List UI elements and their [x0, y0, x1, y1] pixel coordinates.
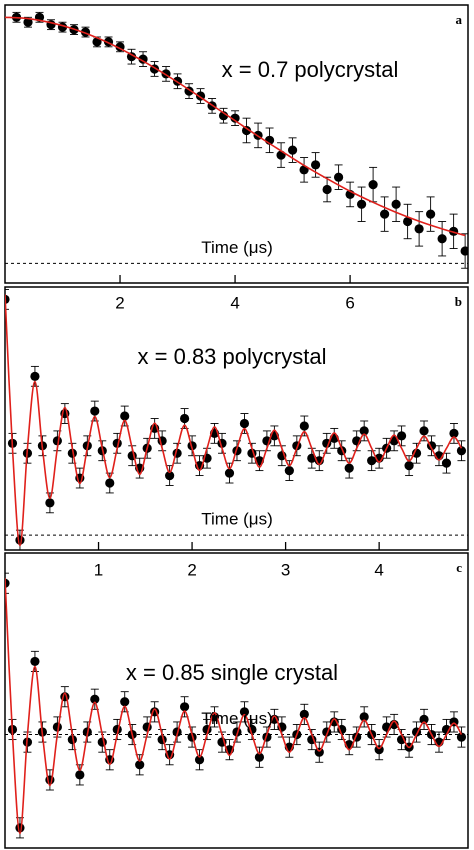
- data-point: [287, 145, 298, 155]
- data-point: [45, 498, 55, 508]
- data-point: [52, 436, 62, 446]
- data-point: [194, 755, 205, 765]
- data-point: [239, 418, 250, 429]
- data-point: [441, 458, 452, 468]
- data-point: [241, 125, 252, 136]
- data-point: [460, 246, 468, 256]
- data-point: [30, 656, 40, 667]
- data-point: [322, 184, 332, 195]
- plot-frame: [4, 286, 469, 551]
- data-point: [344, 463, 354, 473]
- data-point: [419, 714, 429, 725]
- data-point: [437, 234, 447, 244]
- error-bar: [5, 289, 9, 310]
- data-point: [380, 209, 390, 219]
- data-point: [30, 371, 40, 381]
- data-point: [359, 712, 369, 722]
- data-point: [269, 714, 279, 725]
- x-axis-label: Time (μs): [201, 709, 273, 728]
- plot-frame: [4, 552, 469, 849]
- data-point: [367, 456, 377, 466]
- data-point: [15, 823, 25, 833]
- annotation: x = 0.85 single crystal: [126, 660, 338, 685]
- data-point: [67, 448, 77, 458]
- x-tick-label: 1: [94, 560, 103, 579]
- fit-line: [5, 578, 463, 835]
- data-point: [456, 446, 467, 456]
- data-point: [135, 760, 145, 770]
- data-point: [419, 426, 429, 436]
- fit-line: [5, 294, 463, 547]
- data-point: [411, 448, 422, 458]
- x-tick-label: 2: [115, 293, 124, 312]
- data-point: [284, 466, 294, 476]
- data-point: [90, 406, 100, 416]
- data-point: [67, 734, 77, 745]
- data-point: [120, 697, 130, 707]
- annotation: x = 0.7 polycrystal: [222, 57, 399, 82]
- x-tick-label: 3: [281, 560, 290, 579]
- panel-letter: c: [456, 560, 462, 575]
- data-point: [105, 478, 115, 488]
- x-tick-label: 4: [230, 293, 239, 312]
- data-point: [138, 54, 148, 64]
- annotation: x = 0.83 polycrystal: [138, 344, 327, 369]
- data-point: [5, 578, 10, 588]
- data-point: [426, 209, 436, 219]
- data-point: [120, 411, 130, 421]
- data-point: [179, 413, 190, 424]
- data-point: [414, 224, 424, 234]
- x-tick-label: 6: [345, 293, 354, 312]
- data-point: [276, 150, 286, 160]
- data-point: [310, 160, 321, 170]
- data-point: [449, 428, 459, 438]
- data-point: [165, 470, 175, 481]
- x-axis-label: Time (μs): [201, 510, 273, 529]
- x-tick-label: 2: [187, 560, 196, 579]
- data-point: [329, 717, 339, 727]
- data-point: [299, 421, 309, 431]
- data-point: [333, 172, 344, 182]
- data-point: [52, 722, 62, 732]
- data-point: [359, 426, 369, 436]
- data-point: [239, 707, 250, 717]
- data-point: [218, 111, 229, 121]
- data-point: [179, 702, 190, 712]
- data-point: [15, 535, 25, 545]
- data-point: [403, 216, 413, 227]
- data-point: [299, 709, 309, 719]
- data-point: [209, 712, 220, 722]
- data-point: [92, 37, 102, 47]
- data-point: [391, 199, 401, 209]
- data-point: [404, 461, 414, 471]
- data-point: [456, 732, 467, 742]
- data-point: [254, 752, 265, 762]
- data-point: [230, 113, 240, 123]
- data-point: [396, 431, 407, 441]
- data-point: [126, 52, 137, 62]
- panel: c x = 0.85 single crystal Time (μs): [4, 552, 469, 849]
- data-point: [374, 745, 384, 755]
- data-point: [224, 468, 235, 478]
- plot-frame: [4, 4, 469, 284]
- panel: 2 4 6 a x = 0.7 polycrystal Time (μs): [4, 4, 469, 312]
- data-point: [396, 734, 407, 745]
- data-point: [356, 199, 367, 209]
- data-point: [75, 770, 85, 780]
- data-point: [23, 17, 33, 27]
- panel: 1 2 3 4 b x = 0.83 polycrystal Time (μs): [4, 286, 469, 579]
- data-point: [97, 737, 107, 747]
- error-bar: [5, 572, 9, 594]
- panel-letter: a: [456, 12, 463, 27]
- panel-letter: b: [455, 294, 462, 309]
- x-tick-label: 4: [374, 560, 383, 579]
- data-point: [314, 747, 324, 757]
- data-point: [368, 179, 378, 190]
- data-point: [5, 294, 10, 305]
- fit-line: [5, 16, 466, 237]
- x-axis-label: Time (μs): [201, 238, 273, 257]
- data-point: [90, 694, 100, 704]
